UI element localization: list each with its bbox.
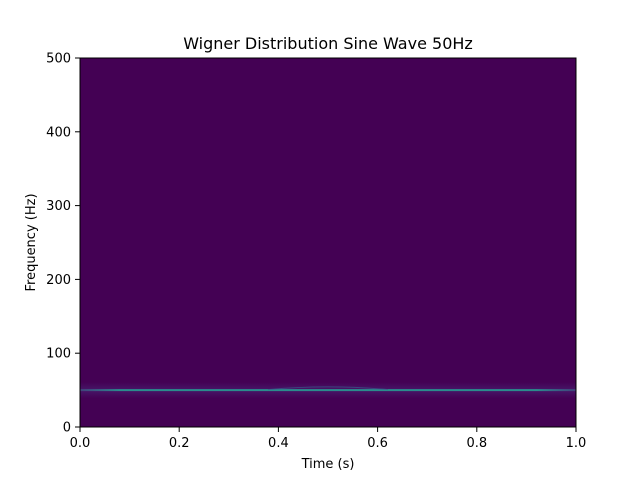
x-axis-label: Time (s)	[301, 457, 355, 472]
y-axis-label: Frequency (Hz)	[24, 193, 39, 291]
y-tick-label: 300	[46, 199, 71, 214]
y-tick-label: 100	[46, 347, 71, 362]
x-axis: 0.0 0.2 0.4 0.6 0.8 1.0	[70, 427, 587, 451]
x-tick-label: 0.2	[169, 436, 190, 451]
y-tick-label: 200	[46, 273, 71, 288]
x-tick-label: 1.0	[566, 436, 587, 451]
x-tick-label: 0.0	[70, 436, 91, 451]
y-tick-label: 400	[46, 125, 71, 140]
ridge-center-artifact	[267, 386, 389, 391]
heatmap-layer	[80, 382, 576, 399]
y-tick-label: 0	[63, 421, 71, 436]
x-tick-label: 0.4	[268, 436, 289, 451]
y-axis: 0 100 200 300 400 500	[46, 52, 80, 436]
chart-title: Wigner Distribution Sine Wave 50Hz	[183, 34, 473, 53]
heatmap-background	[80, 58, 576, 427]
x-tick-label: 0.6	[367, 436, 388, 451]
plot-frame	[79, 57, 577, 428]
y-tick-label: 500	[46, 52, 71, 67]
x-tick-label: 0.8	[466, 436, 487, 451]
ridge-line-50hz	[80, 389, 576, 392]
